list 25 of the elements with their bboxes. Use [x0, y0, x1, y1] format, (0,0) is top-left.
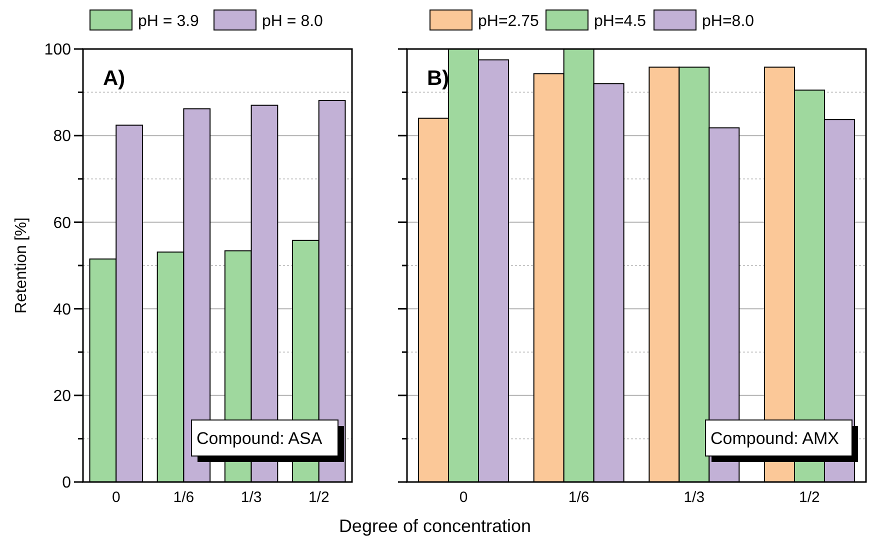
x-tick-label: 1/6	[568, 489, 590, 506]
legend-label: pH=4.5	[594, 13, 646, 30]
legend-label: pH=2.75	[478, 13, 540, 30]
legend-label: pH = 8.0	[262, 13, 324, 30]
y-tick-label: 100	[44, 42, 72, 59]
y-tick-label: 20	[53, 388, 72, 405]
y-tick-label: 60	[53, 214, 72, 232]
y-tick-label: 40	[53, 301, 72, 318]
y-tick-label: 0	[62, 474, 72, 492]
legend-label: pH = 3.9	[138, 13, 200, 30]
annotation: Compound: AMX	[710, 429, 840, 448]
x-tick-label: 1/3	[240, 489, 262, 506]
annotation: Compound: ASA	[196, 429, 323, 448]
annotation: A)	[103, 67, 126, 90]
y-axis-title: Retention [%]	[13, 217, 30, 314]
x-tick-label: 1/2	[799, 489, 820, 506]
x-tick-label: 0	[459, 489, 468, 506]
annotation: B)	[427, 67, 450, 90]
legend-label: pH=8.0	[702, 13, 754, 30]
y-tick-label: 80	[53, 128, 72, 146]
x-tick-label: 0	[112, 489, 120, 506]
x-tick-label: 1/2	[308, 489, 330, 506]
x-tick-label: 1/3	[684, 489, 705, 506]
x-tick-label: 1/6	[173, 489, 194, 506]
x-axis-title: Degree of concentration	[338, 516, 532, 536]
